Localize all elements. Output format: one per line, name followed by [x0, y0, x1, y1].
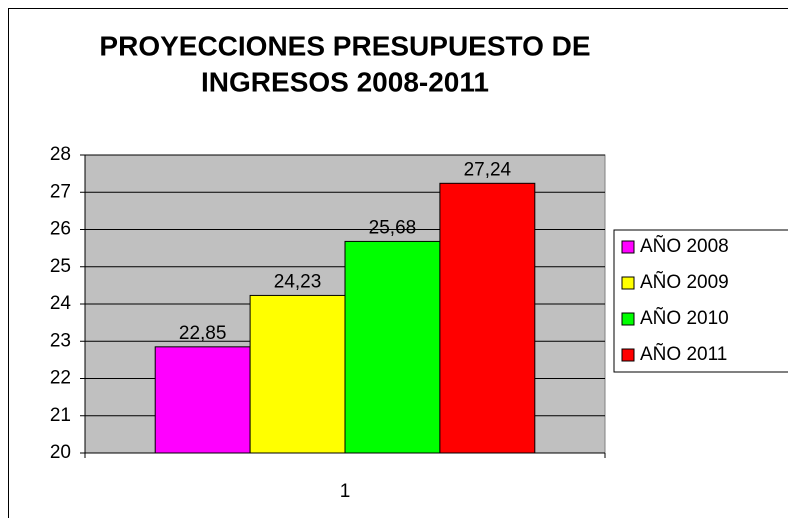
legend-label: AÑO 2010: [640, 307, 729, 329]
y-tick-label: 25: [50, 256, 71, 277]
chart-title: INGRESOS 2008-2011: [201, 66, 489, 97]
chart-title: PROYECCIONES PRESUPUESTO DE: [99, 30, 590, 61]
bar: [439, 182, 536, 454]
y-tick-label: 21: [50, 405, 71, 426]
bar: [154, 346, 251, 454]
legend-swatch: [621, 240, 635, 254]
y-tick-label: 27: [50, 181, 71, 202]
y-tick-label: 26: [50, 219, 71, 240]
legend-label: AÑO 2011: [640, 343, 727, 365]
y-tick-label: 20: [50, 442, 71, 463]
bar: [249, 294, 346, 454]
data-label: 24,23: [274, 271, 322, 292]
data-label: 25,68: [369, 217, 417, 238]
y-tick-label: 22: [50, 368, 71, 389]
legend-swatch: [621, 276, 635, 290]
y-tick-label: 23: [50, 330, 71, 351]
legend-box: [613, 229, 788, 373]
legend-label: AÑO 2009: [640, 271, 729, 293]
legend-label: AÑO 2008: [640, 235, 729, 257]
data-label: 27,24: [464, 159, 512, 180]
data-label: 22,85: [179, 323, 227, 344]
bar: [344, 240, 441, 454]
y-tick-label: 24: [50, 293, 72, 314]
y-tick-label: 28: [50, 144, 71, 165]
x-tick-label: 1: [340, 481, 351, 502]
legend-swatch: [621, 312, 635, 326]
legend-swatch: [621, 348, 635, 362]
